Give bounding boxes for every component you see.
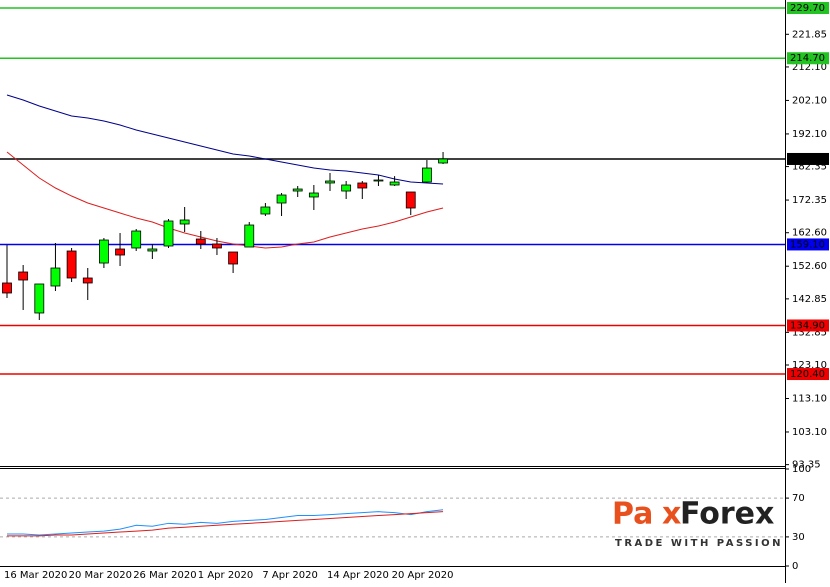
y-tick-label: 113.10 [792,393,827,404]
candle-body [115,248,125,256]
y-tick-label: 182.35 [792,162,827,173]
y-tick-label: 123.10 [792,360,827,371]
logo-text: x [662,497,681,532]
candle-body [179,219,190,225]
y-tick-label: 221.85 [792,29,827,40]
candle-body [99,239,109,264]
indicator-line [7,511,444,537]
candle-body [50,267,61,287]
level-label-box [787,319,829,332]
y-tick-label: 202.10 [792,95,827,106]
y-tick-label: 70 [792,493,805,504]
candle-body [34,283,45,314]
y-tick-label: 212.10 [792,62,827,73]
candle-body [341,184,352,192]
candle-body [195,238,206,245]
logo-tagline: TRADE WITH PASSION [615,538,783,549]
candle-body [308,192,319,198]
candle-body [2,282,12,294]
candle-body [18,271,29,281]
candle-body [373,179,384,182]
y-tick-label: 93.35 [792,460,821,471]
level-label: 134.90 [790,320,825,331]
candle-body [260,206,271,215]
x-tick-label: 7 Apr 2020 [262,570,317,581]
y-tick-label: 192.10 [792,129,827,140]
level-label: 159.10 [790,239,825,250]
candle-body [357,182,368,189]
candle-body [244,224,255,248]
candle-body [438,158,448,164]
candle-body [276,194,287,204]
level-label-box [787,368,829,381]
x-tick-label: 26 Mar 2020 [133,570,196,581]
y-tick-label: 162.60 [792,228,827,239]
candle-body [228,251,239,265]
candle-body [292,188,303,192]
level-label: 229.70 [790,3,825,14]
x-tick-label: 1 Apr 2020 [198,570,253,581]
candle-body [405,191,416,209]
level-label: 214.70 [790,53,825,64]
y-tick-label: 0 [792,561,798,572]
candle-body [147,248,158,252]
y-tick-label: 152.60 [792,261,827,272]
level-label: 120.40 [790,369,825,380]
y-tick-label: 30 [792,532,805,543]
level-label-box [787,152,829,165]
logo-text: Pa [612,497,653,532]
x-tick-label: 20 Apr 2020 [392,570,454,581]
y-tick-label: 132.85 [792,327,827,338]
indicator-line [7,509,444,536]
candle-body [163,220,174,247]
candle-body [421,167,432,183]
logo-text: Forex [680,497,774,532]
candle-body [66,250,77,279]
moving-average [6,151,444,249]
candle-body [389,181,400,186]
y-tick-label: 100 [792,464,811,475]
logo: Pa x Forex TRADE WITH PASSION [612,497,783,550]
level-label-box [787,2,829,15]
y-tick-label: 103.10 [792,427,827,438]
x-tick-label: 14 Apr 2020 [327,570,389,581]
moving-average [6,94,444,185]
candle-body [325,180,335,184]
y-tick-label: 142.85 [792,294,827,305]
x-tick-label: 16 Mar 2020 [4,570,67,581]
candle-body [82,277,93,284]
level-label: 184.62 [790,154,825,165]
candle-body [131,230,142,249]
candle-body [212,243,222,249]
x-tick-label: 20 Mar 2020 [69,570,132,581]
level-label-box [787,238,829,251]
y-tick-label: 172.35 [792,195,827,206]
level-label-box [787,52,829,65]
